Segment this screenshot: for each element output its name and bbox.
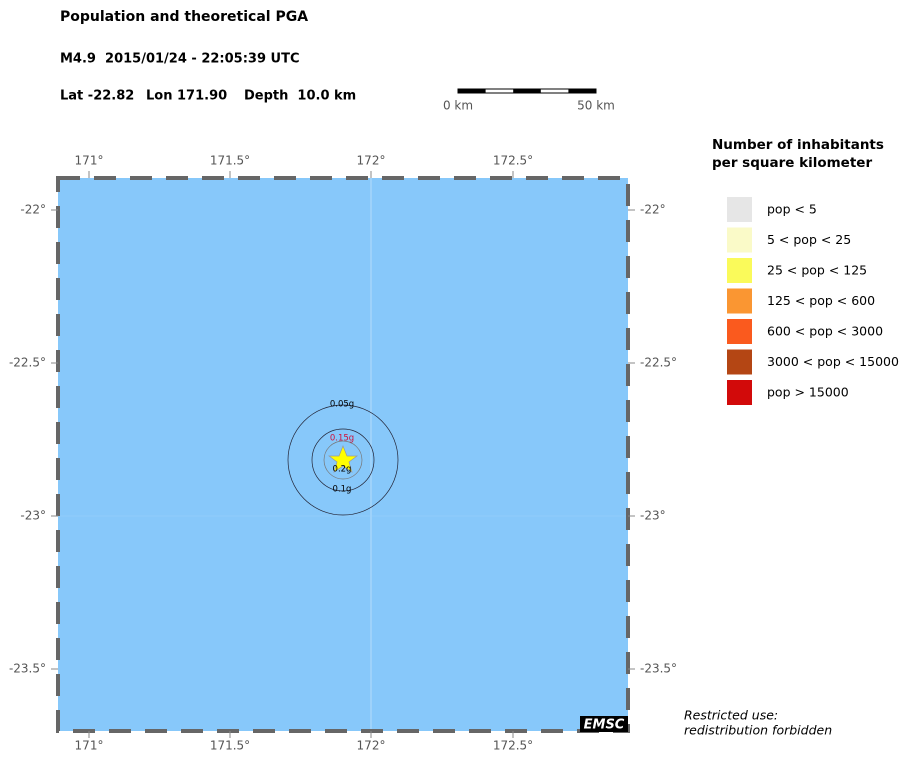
legend-swatch xyxy=(727,319,752,344)
y-tick-label: -23° xyxy=(20,509,46,523)
legend-swatch xyxy=(727,349,752,375)
legend-label: 5 < pop < 25 xyxy=(767,232,851,247)
x-tick-label: 171° xyxy=(75,739,104,753)
y-tick-label: -23° xyxy=(640,509,666,523)
legend-swatch xyxy=(727,380,752,405)
note: redistribution forbidden xyxy=(684,723,832,738)
scale-bar: 0 km 50 km xyxy=(443,88,615,113)
legend-label: pop > 15000 xyxy=(767,385,849,400)
contour-label: 0.15g xyxy=(330,434,354,444)
x-tick-label: 172.5° xyxy=(493,739,533,753)
map: EMSC xyxy=(56,176,630,733)
x-tick-label: 172° xyxy=(357,154,386,168)
legend-swatch xyxy=(727,258,752,283)
legend-title: per square kilometer xyxy=(712,155,872,171)
y-tick-label: -22° xyxy=(640,203,666,217)
lat: Lat -22.82 xyxy=(60,89,134,104)
contour-label: 0.1g xyxy=(333,485,352,495)
x-tick-label: 171.5° xyxy=(210,154,250,168)
scale-label: 0 km xyxy=(443,99,473,113)
legend-label: pop < 5 xyxy=(767,202,817,217)
lon: Lon 171.90 xyxy=(146,89,227,104)
y-tick-label: -22.5° xyxy=(9,356,46,370)
legend-swatch xyxy=(727,227,752,253)
contour-label: 0.2g xyxy=(333,465,352,475)
legend-label: 125 < pop < 600 xyxy=(767,293,875,308)
legend-label: 25 < pop < 125 xyxy=(767,263,867,278)
legend-swatch xyxy=(727,197,752,222)
x-tick-label: 171.5° xyxy=(210,739,250,753)
y-tick-label: -22° xyxy=(20,203,46,217)
x-tick-label: 172.5° xyxy=(493,154,533,168)
y-tick-label: -23.5° xyxy=(640,662,677,676)
contour-label: 0.05g xyxy=(330,400,354,410)
title: Population and theoretical PGA xyxy=(60,9,308,25)
depth: Depth 10.0 km xyxy=(244,89,356,104)
x-tick-label: 172° xyxy=(357,739,386,753)
logo: EMSC xyxy=(584,718,625,733)
event: M4.9 2015/01/24 - 22:05:39 UTC xyxy=(60,52,299,67)
scale-label: 50 km xyxy=(577,99,615,113)
y-tick-label: -22.5° xyxy=(640,356,677,370)
legend-label: 600 < pop < 3000 xyxy=(767,324,883,339)
legend-label: 3000 < pop < 15000 xyxy=(767,354,899,369)
legend-swatch xyxy=(727,288,752,314)
y-tick-label: -23.5° xyxy=(9,662,46,676)
note: Restricted use: xyxy=(684,708,778,723)
legend-title: Number of inhabitants xyxy=(712,137,884,153)
legend: Number of inhabitants per square kilomete… xyxy=(712,137,899,405)
x-tick-label: 171° xyxy=(75,154,104,168)
